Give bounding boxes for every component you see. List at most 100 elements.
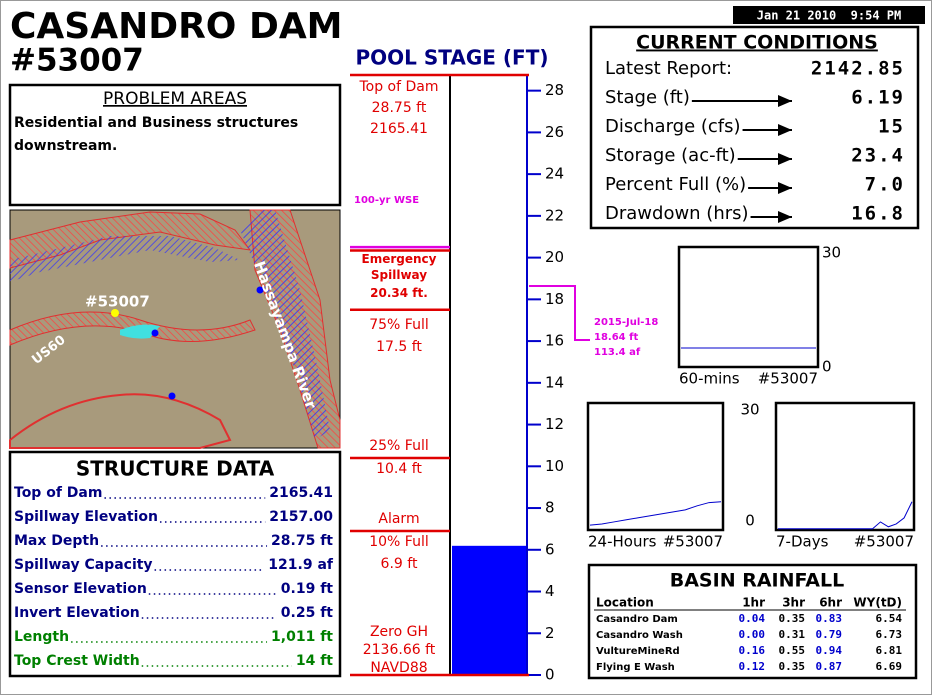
- trend-caption: 24-Hours: [588, 533, 657, 551]
- map: #53007 US60 Hassayampa River: [9, 209, 341, 449]
- level-label: Top of Dam: [358, 79, 438, 95]
- trend-y-label: 0: [745, 512, 755, 530]
- structure-value: 0.19 ft: [281, 581, 334, 597]
- timestamp-box: [733, 6, 925, 24]
- structure-label: Top Crest Width: [14, 653, 140, 669]
- trend-y-label: 30: [740, 401, 759, 419]
- condition-label: Drawdown (hrs): [605, 203, 749, 224]
- structure-value: 0.25 ft: [281, 605, 334, 621]
- rain-cell: Flying E Wash: [596, 662, 675, 673]
- structure-data-title: STRUCTURE DATA: [76, 457, 275, 481]
- level-label: 2136.66 ft: [363, 642, 436, 658]
- rain-cell: 0.83: [816, 612, 843, 625]
- annotation-label: 2015-Jul-18: [594, 317, 658, 328]
- condition-value: 16.8: [851, 203, 905, 225]
- pool-area: [120, 324, 160, 339]
- trend-caption: 7-Days: [776, 533, 829, 551]
- structure-label: Max Depth: [14, 533, 99, 549]
- level-label: 20.34 ft.: [370, 286, 428, 300]
- water-level: [452, 545, 527, 675]
- y-tick-label: 4: [545, 582, 555, 600]
- rain-cell: 0.35: [779, 660, 806, 673]
- level-label: Spillway: [371, 268, 427, 282]
- annotation-label: 18.64 ft: [594, 332, 638, 343]
- rain-cell: 6.73: [876, 628, 903, 641]
- structure-label: Length: [14, 629, 69, 645]
- level-label: Zero GH: [370, 624, 428, 640]
- structure-value: 1,011 ft: [271, 629, 333, 645]
- level-label: 25% Full: [369, 438, 429, 454]
- level-label: NAVD88: [370, 660, 427, 676]
- dam-title: CASANDRO DAM: [10, 6, 343, 47]
- structure-data-panel: [8, 450, 342, 678]
- level-label: 75% Full: [369, 317, 429, 333]
- structure-value: 2165.41: [269, 485, 333, 501]
- rain-header: 3hr: [782, 596, 805, 610]
- map-label: #53007: [85, 293, 150, 311]
- level-label: Alarm: [378, 511, 419, 527]
- y-tick-label: 20: [545, 248, 564, 266]
- timestamp: Jan 21 2010 9:54 PM: [757, 9, 902, 23]
- river-zone: [240, 210, 330, 440]
- gauge: [151, 329, 159, 337]
- rain-cell: Casandro Dam: [596, 614, 678, 625]
- condition-value: 6.19: [851, 87, 905, 109]
- basin-rainfall-title: BASIN RAINFALL: [670, 570, 844, 592]
- condition-value: 2142.85: [811, 58, 905, 80]
- level-label: 17.5 ft: [376, 339, 422, 355]
- annotation-leader: [529, 284, 590, 341]
- problem-areas-text: Residential and Business structures down…: [14, 115, 299, 154]
- trend-y-label: 0: [822, 358, 832, 376]
- condition-label: Percent Full (%): [605, 174, 746, 195]
- basin-rainfall-panel: [587, 563, 918, 680]
- y-tick-label: 14: [545, 373, 564, 391]
- level-label: 28.75 ft: [372, 100, 427, 116]
- rain-cell: 0.94: [816, 644, 843, 657]
- rain-cell: 0.55: [779, 644, 806, 657]
- trend-box: [586, 401, 725, 532]
- level-label: 10% Full: [369, 534, 429, 550]
- structure-value: 121.9 af: [268, 557, 334, 573]
- pool-stage-title: POOL STAGE (FT): [356, 46, 549, 70]
- trend-line: [589, 501, 722, 526]
- condition-label: Latest Report:: [605, 58, 732, 79]
- trend-caption: 60-mins: [679, 370, 740, 388]
- y-tick-label: 26: [545, 123, 564, 141]
- condition-label: Discharge (cfs): [605, 116, 741, 137]
- rain-header: WY(tD): [853, 596, 902, 610]
- annotation-label: 113.4 af: [594, 347, 641, 358]
- y-tick-label: 6: [545, 540, 555, 558]
- wash-line: [9, 393, 232, 449]
- rain-cell: VultureMineRd: [596, 646, 680, 657]
- trend-site: #53007: [758, 370, 818, 388]
- y-tick-label: 28: [545, 81, 564, 99]
- y-tick-label: 2: [545, 624, 555, 642]
- rain-header: 6hr: [819, 596, 842, 610]
- dam-site: [111, 309, 119, 317]
- y-tick-label: 12: [545, 415, 564, 433]
- condition-value: 23.4: [851, 145, 905, 167]
- gauge: [256, 286, 264, 294]
- structure-label: Sensor Elevation: [14, 581, 147, 597]
- level-label: Emergency: [362, 252, 437, 266]
- structure-label: Spillway Elevation: [14, 509, 158, 525]
- structure-value: 14 ft: [296, 653, 333, 669]
- problem-areas-title: PROBLEM AREAS: [103, 89, 247, 109]
- y-tick-label: 10: [545, 457, 564, 475]
- level-label: 100-yr WSE: [354, 195, 419, 206]
- level-label: 2165.41: [370, 121, 428, 137]
- level-label: 6.9 ft: [381, 556, 418, 572]
- problem-areas-panel: [8, 83, 342, 207]
- trend-site: #53007: [854, 533, 914, 551]
- condition-label: Stage (ft): [605, 87, 690, 108]
- structure-label: Spillway Capacity: [14, 557, 153, 573]
- rain-header: 1hr: [742, 596, 765, 610]
- rain-cell: 6.81: [876, 644, 903, 657]
- trend-box: [677, 245, 820, 369]
- y-tick-label: 8: [545, 499, 555, 517]
- y-tick-label: 24: [545, 165, 564, 183]
- gauge: [168, 392, 176, 400]
- rain-cell: 0.31: [779, 628, 806, 641]
- structure-value: 28.75 ft: [271, 533, 333, 549]
